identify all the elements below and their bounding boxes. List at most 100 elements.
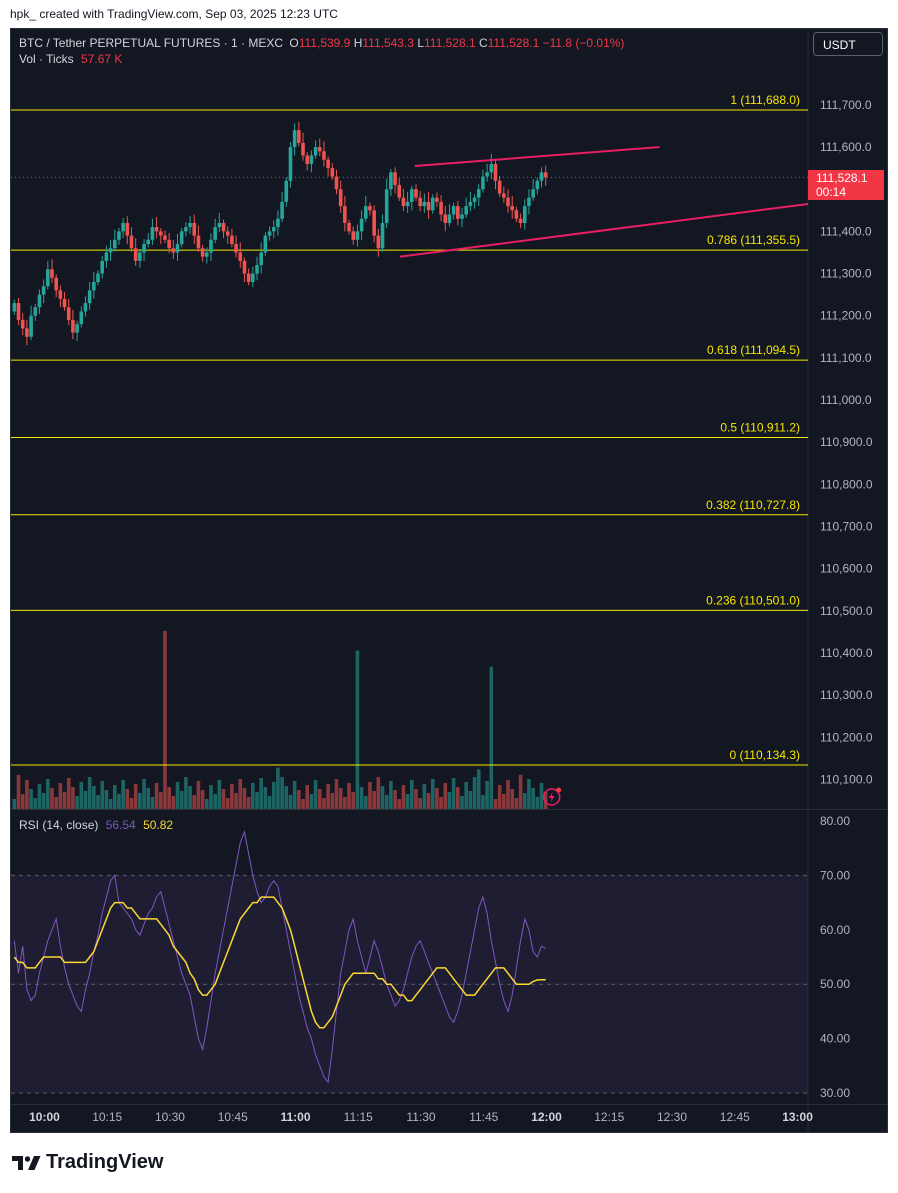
volume-bar: [87, 777, 92, 809]
symbol-title[interactable]: BTC / Tether PERPETUAL FUTURES · 1 · MEX…: [19, 36, 284, 50]
volume-bar: [527, 779, 531, 809]
volume-bar: [209, 785, 213, 809]
volume-bar: [96, 795, 100, 809]
volume-bar: [213, 794, 217, 809]
price-tick-label: 110,300.0: [820, 688, 873, 702]
candle-body: [380, 222, 385, 249]
candle-body: [50, 269, 54, 278]
volume-bar: [372, 791, 376, 809]
candle-body: [251, 273, 255, 282]
volume-bar: [179, 791, 184, 809]
volume-bar: [188, 786, 192, 809]
volume-bar: [334, 779, 339, 809]
candle-body: [33, 307, 38, 316]
candle-body: [456, 206, 460, 219]
candle-body: [25, 328, 29, 337]
candle-body: [62, 298, 67, 308]
volume-bar: [468, 791, 473, 809]
volume-bars: [12, 630, 548, 809]
candle-body: [305, 155, 310, 164]
chart-frame[interactable]: 1 (111,688.0) 0.786 (111,355.5) 0.618 (111…: [10, 28, 888, 1133]
candle-body: [58, 290, 63, 299]
candle-body: [539, 172, 544, 181]
candle-body: [117, 231, 121, 240]
volume-bar: [439, 797, 443, 809]
chart-credit: hpk_ created with TradingView.com, Sep 0…: [10, 7, 338, 21]
candle-body: [196, 235, 201, 249]
volume-bar: [301, 799, 305, 809]
tradingview-logo[interactable]: TradingView: [12, 1151, 163, 1174]
rsi-label[interactable]: RSI (14, close): [19, 818, 99, 832]
volume-bar: [79, 782, 84, 809]
volume-bar: [502, 794, 506, 809]
candle-body: [112, 239, 117, 249]
candle-body: [188, 222, 192, 228]
candle-body: [426, 201, 431, 211]
low-label: L: [417, 36, 425, 50]
volume-bar: [196, 781, 201, 809]
volume-bar: [58, 783, 63, 809]
candle-body: [338, 189, 343, 207]
candle-body: [71, 319, 75, 333]
price-tick-label: 110,600.0: [820, 562, 873, 576]
volume-bar: [422, 784, 427, 809]
volume-bar: [338, 788, 343, 809]
volume-bar: [138, 793, 142, 809]
price-tick-label: 110,900.0: [820, 435, 873, 449]
volume-bar: [255, 792, 259, 809]
volume-bar: [200, 790, 205, 809]
volume-bar: [246, 797, 251, 809]
candle-body: [192, 222, 197, 236]
volume-bar: [451, 778, 456, 809]
candle-body: [460, 214, 464, 219]
volume-bar: [112, 785, 117, 809]
last-price-value: 111,528.1: [816, 171, 868, 185]
candle-body: [313, 147, 318, 156]
time-axis: 10:00 10:15 10:30 10:45 11:00 11:15 11:30 11:45…: [29, 1110, 813, 1124]
volume-bar: [25, 780, 29, 809]
candle-body: [29, 315, 33, 337]
volume-bar: [230, 784, 234, 809]
candle-body: [343, 206, 347, 223]
candle-body: [87, 290, 92, 304]
volume-bar: [493, 799, 498, 809]
volume-bar: [167, 787, 171, 809]
volume-bar: [62, 792, 67, 809]
candle-body: [280, 201, 284, 219]
volume-bar: [322, 798, 326, 809]
candle-body: [451, 206, 456, 215]
candle-body: [309, 155, 314, 164]
volume-bar: [359, 787, 364, 809]
candle-body: [372, 210, 376, 236]
volume-bar: [418, 798, 422, 809]
price-tick-label: 111,100.0: [820, 351, 872, 365]
price-tick-label: 110,400.0: [820, 646, 873, 660]
high-label: H: [353, 36, 363, 50]
volume-bar: [368, 782, 372, 809]
candle-body: [158, 231, 163, 236]
volume-bar: [238, 779, 243, 809]
chart-canvas[interactable]: 1 (111,688.0) 0.786 (111,355.5) 0.618 (111…: [11, 29, 888, 1133]
volume-bar: [410, 780, 414, 809]
volume-bar: [117, 794, 121, 809]
rsi-legend: RSI (14, close) 56.54 50.82: [19, 818, 173, 832]
volume-bar: [225, 798, 230, 809]
candle-body: [355, 231, 360, 240]
volume-bar: [481, 795, 485, 809]
volume-bar: [46, 779, 50, 809]
candle-body: [430, 197, 435, 211]
candle-body: [531, 189, 535, 198]
volume-label[interactable]: Vol · Ticks: [19, 52, 74, 66]
volume-bar: [41, 793, 46, 809]
candle-body: [326, 159, 330, 169]
candle-body: [271, 227, 276, 232]
fib-level-label: 0.236 (110,501.0): [706, 593, 800, 607]
main-legend: BTC / Tether PERPETUAL FUTURES · 1 · MEX…: [19, 36, 624, 50]
volume-bar: [20, 794, 25, 809]
volume-bar: [175, 782, 180, 809]
candle-body: [175, 244, 180, 253]
close-label: C: [478, 36, 488, 50]
volume-bar: [108, 799, 113, 809]
currency-button[interactable]: USDT: [813, 32, 883, 56]
candle-body: [543, 172, 548, 178]
